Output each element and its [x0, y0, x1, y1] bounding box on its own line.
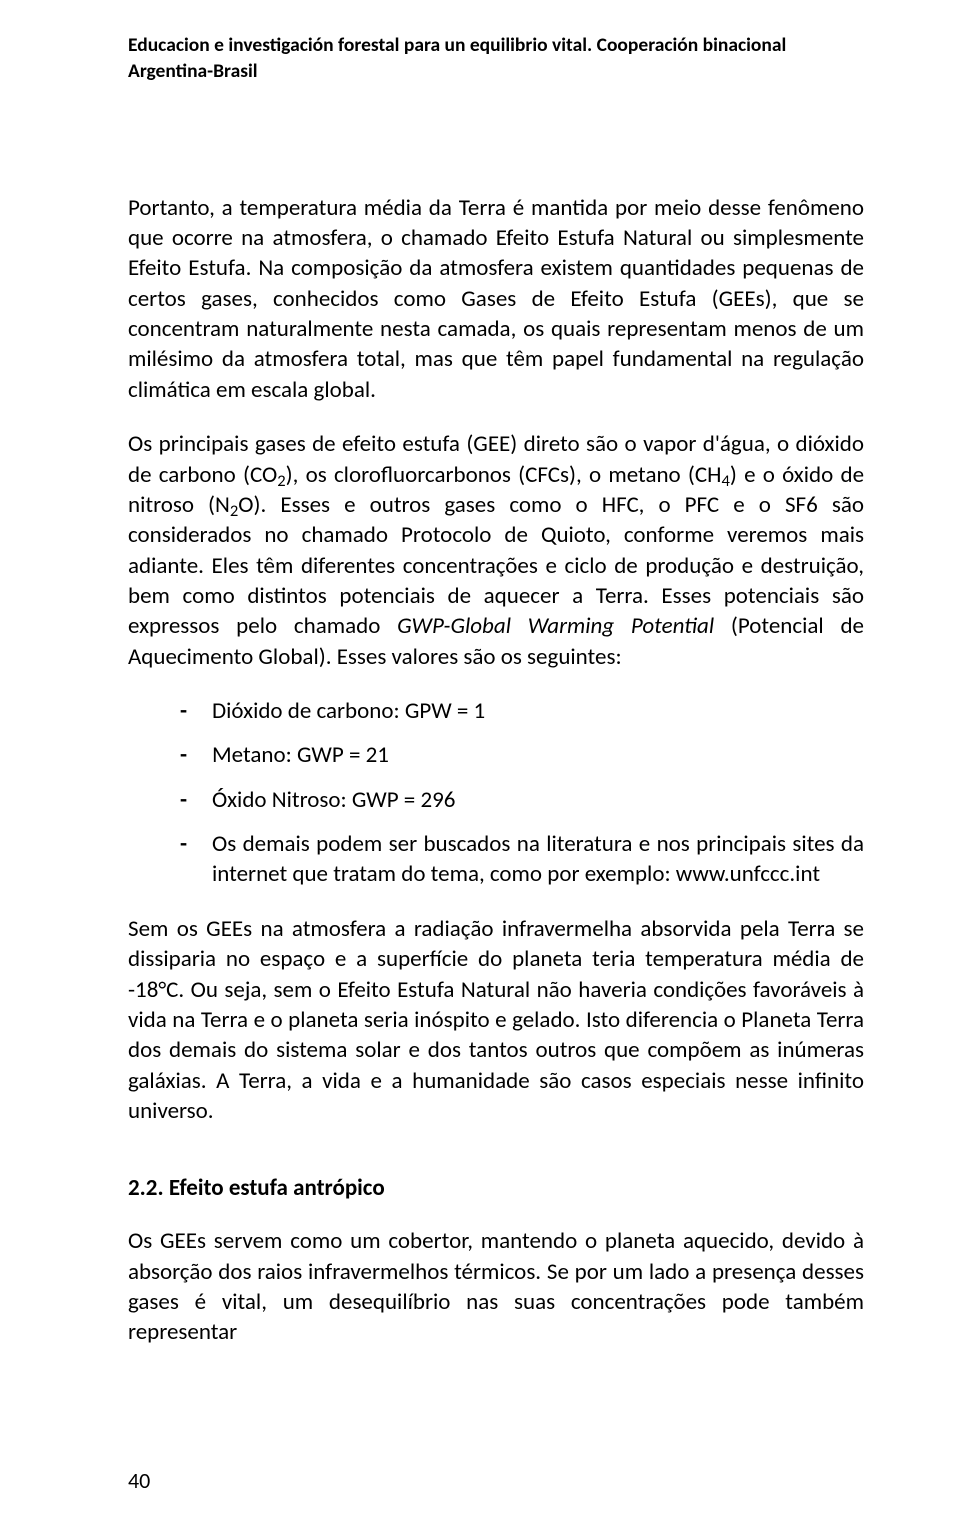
list-item: Os demais podem ser buscados na literatu…: [180, 829, 864, 890]
body-paragraph-1: Portanto, a temperatura média da Terra é…: [128, 193, 864, 406]
running-header: Educacion e investigación forestal para …: [128, 32, 864, 85]
list-item: Metano: GWP = 21: [180, 740, 864, 770]
section-title: Efeito estufa antrópico: [169, 1174, 385, 1202]
section-number: 2.2.: [128, 1174, 164, 1202]
body-paragraph-2: Os principais gases de efeito estufa (GE…: [128, 429, 864, 672]
subscript-co2: 2: [277, 471, 285, 491]
p2-seg-b: ), os clorofluorcarbonos (CFCs), o metan…: [286, 461, 722, 489]
page-container: Educacion e investigación forestal para …: [0, 0, 960, 1348]
subscript-ch4: 4: [721, 471, 729, 491]
list-item: Dióxido de carbono: GPW = 1: [180, 696, 864, 726]
page-number: 40: [128, 1467, 150, 1494]
section-heading: 2.2. Efeito estufa antrópico: [128, 1174, 864, 1202]
subscript-n2o: 2: [230, 501, 238, 521]
body-paragraph-3: Sem os GEEs na atmosfera a radiação infr…: [128, 914, 864, 1127]
gwp-italic: GWP-Global Warming Potential: [397, 612, 714, 640]
gwp-list: Dióxido de carbono: GPW = 1 Metano: GWP …: [180, 696, 864, 890]
list-item: Óxido Nitroso: GWP = 296: [180, 785, 864, 815]
body-paragraph-4: Os GEEs servem como um cobertor, mantend…: [128, 1226, 864, 1347]
